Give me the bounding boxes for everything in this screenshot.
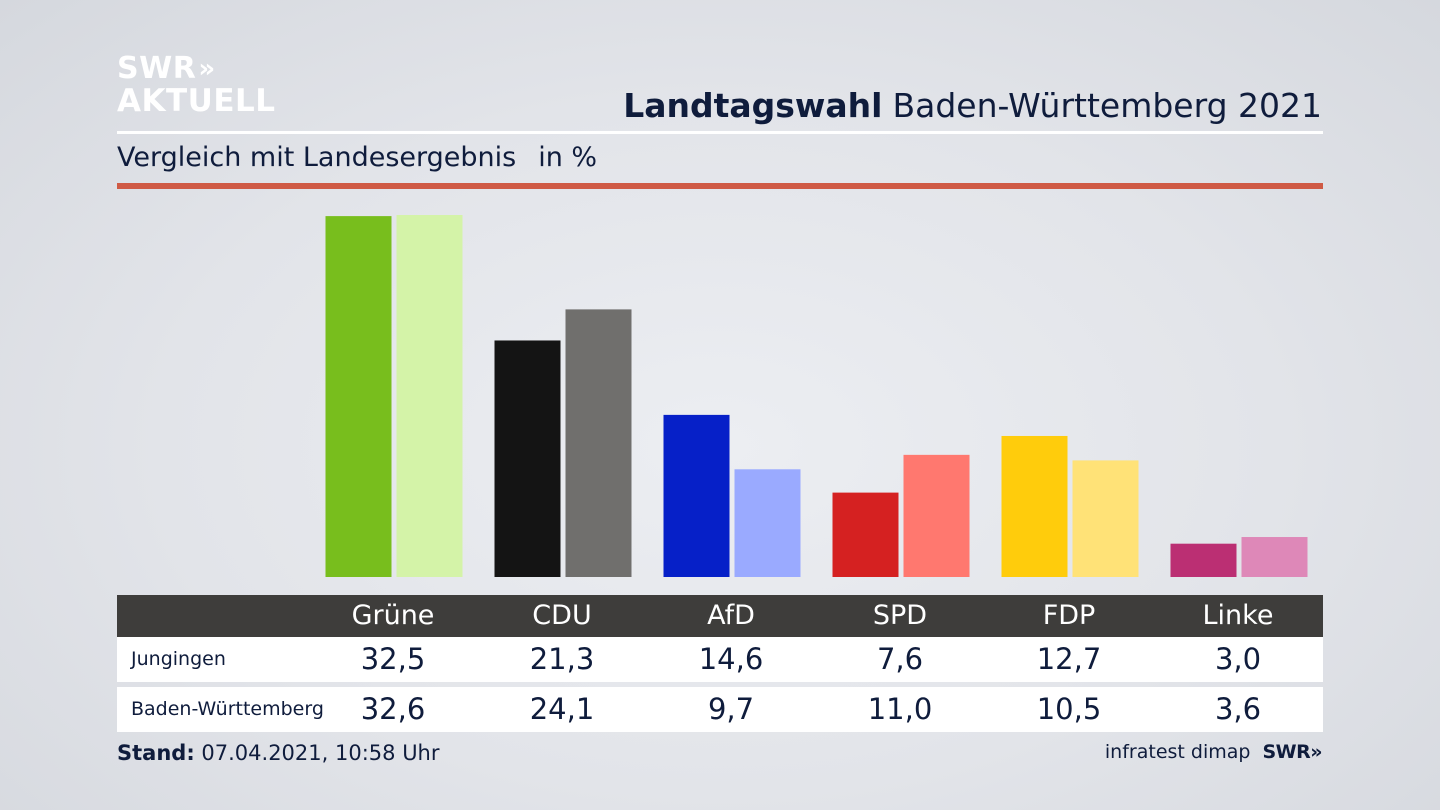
bar-cdu-series-0 [494,340,561,577]
logo-arrows-icon: » [198,54,215,84]
subtitle-divider [117,183,1323,189]
timestamp: Stand: 07.04.2021, 10:58 Uhr [117,741,440,765]
bar-afd-series-1 [734,469,801,577]
timestamp-value: 07.04.2021, 10:58 Uhr [201,741,440,765]
cell-value: 3,0 [1214,642,1262,676]
header-gruene: Grüne [351,600,435,631]
cell-value: 7,6 [876,642,924,676]
logo-swr-text: SWR [117,51,197,86]
chart-subtitle: Vergleich mit Landesergebnis in % [117,142,597,173]
bar-spd-series-0 [832,492,899,577]
table-row-jungingen: Jungingen 32,5 21,3 14,6 7,6 12,7 3,0 [117,637,1323,682]
cell-value: 24,1 [529,692,595,726]
bar-grne-series-0 [325,216,392,578]
logo-aktuell-text: AKTUELL [117,83,276,119]
row-label: Baden-Württemberg [131,698,324,720]
bar-spd-series-1 [903,454,970,577]
row-label: Jungingen [131,648,226,670]
header-linke: Linke [1202,600,1274,631]
cell-value: 32,6 [360,692,426,726]
chart-unit: in % [538,142,598,173]
bar-grne-series-1 [396,215,463,577]
bar-afd-series-0 [663,414,730,577]
results-table: Grüne CDU AfD SPD FDP Linke Jungingen 32… [117,595,1323,732]
bar-cdu-series-1 [565,309,632,577]
header-fdp: FDP [1042,600,1096,631]
bar-linke-series-1 [1241,537,1308,577]
chart-subtitle-text: Vergleich mit Landesergebnis [117,142,517,173]
title-divider [117,131,1323,134]
cell-value: 11,0 [867,692,933,726]
source-name: infratest dimap [1104,741,1251,763]
swr-brand-logo: SWR» [1262,741,1322,763]
cell-value: 32,5 [360,642,426,676]
page-title-bold: Landtagswahl [623,86,883,125]
table-row-baden-wuerttemberg: Baden-Württemberg 32,6 24,1 9,7 11,0 10,… [117,687,1323,732]
page-title: Landtagswahl Baden-Württemberg 2021 [623,86,1322,125]
header-spd: SPD [872,600,928,631]
cell-value: 12,7 [1036,642,1102,676]
page-title-rest: Baden-Württemberg 2021 [892,86,1322,125]
table-header-row: Grüne CDU AfD SPD FDP Linke [117,595,1323,637]
cell-value: 14,6 [698,642,764,676]
cell-value: 3,6 [1214,692,1262,726]
cell-value: 21,3 [529,642,595,676]
bar-linke-series-0 [1170,543,1237,577]
timestamp-label: Stand: [117,741,195,765]
header-cdu: CDU [532,600,592,631]
swr-aktuell-logo: SWR» AKTUELL [117,54,276,117]
bar-fdp-series-0 [1001,435,1068,577]
header-afd: AfD [707,600,755,631]
cell-value: 10,5 [1036,692,1102,726]
bar-fdp-series-1 [1072,460,1139,577]
cell-value: 9,7 [707,692,755,726]
source-credit: infratest dimap SWR» [1104,741,1323,763]
